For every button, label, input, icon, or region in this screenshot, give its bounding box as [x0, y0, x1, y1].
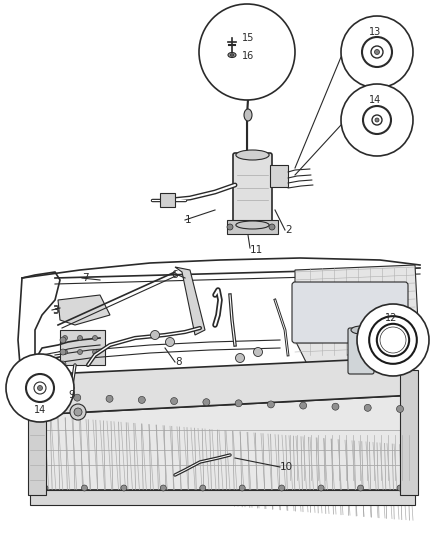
Polygon shape [30, 490, 415, 505]
Circle shape [42, 393, 49, 400]
Text: 8: 8 [175, 357, 182, 367]
Circle shape [92, 350, 98, 354]
Ellipse shape [228, 52, 236, 58]
Circle shape [396, 406, 403, 413]
Circle shape [74, 408, 82, 416]
Polygon shape [175, 267, 205, 335]
Bar [270, 165, 288, 187]
Circle shape [341, 16, 413, 88]
Polygon shape [30, 358, 415, 415]
Ellipse shape [230, 54, 234, 56]
Circle shape [138, 397, 145, 403]
Circle shape [6, 354, 74, 422]
Ellipse shape [236, 221, 269, 229]
Text: 10: 10 [280, 462, 293, 472]
Polygon shape [58, 295, 110, 325]
Text: 16: 16 [242, 51, 254, 61]
Text: 15: 15 [242, 33, 254, 43]
Circle shape [151, 330, 159, 340]
Circle shape [121, 485, 127, 491]
Ellipse shape [244, 109, 252, 121]
Bar [227, 220, 278, 234]
Text: 12: 12 [385, 313, 397, 323]
Circle shape [235, 400, 242, 407]
Circle shape [254, 348, 262, 357]
Ellipse shape [236, 150, 269, 160]
Circle shape [269, 224, 275, 230]
Circle shape [200, 485, 206, 491]
Circle shape [160, 485, 166, 491]
Circle shape [63, 350, 67, 354]
Circle shape [268, 401, 275, 408]
Text: 14: 14 [34, 405, 46, 415]
Circle shape [92, 335, 98, 341]
Text: 7: 7 [82, 273, 88, 283]
Circle shape [60, 337, 66, 343]
Circle shape [78, 350, 82, 354]
Circle shape [170, 398, 177, 405]
Text: 3: 3 [52, 306, 59, 316]
Bar [60, 330, 105, 365]
FancyBboxPatch shape [233, 153, 272, 227]
Text: 9: 9 [68, 390, 74, 400]
Ellipse shape [351, 326, 371, 334]
Circle shape [60, 349, 66, 355]
Bar [28, 380, 46, 495]
Circle shape [81, 485, 88, 491]
Circle shape [318, 485, 324, 491]
FancyBboxPatch shape [292, 282, 408, 343]
Bar [160, 193, 175, 207]
Polygon shape [295, 265, 420, 370]
FancyBboxPatch shape [348, 328, 374, 374]
Circle shape [106, 395, 113, 402]
Circle shape [364, 405, 371, 411]
Circle shape [239, 485, 245, 491]
Circle shape [60, 361, 66, 367]
Circle shape [42, 485, 48, 491]
Ellipse shape [375, 118, 379, 122]
Text: 14: 14 [369, 95, 381, 105]
Circle shape [63, 335, 67, 341]
Circle shape [341, 84, 413, 156]
Circle shape [397, 485, 403, 491]
Circle shape [70, 404, 86, 420]
Ellipse shape [374, 50, 379, 54]
Text: 6: 6 [171, 270, 178, 280]
Text: 11: 11 [250, 245, 263, 255]
Circle shape [357, 485, 364, 491]
Circle shape [357, 304, 429, 376]
Circle shape [166, 337, 174, 346]
Circle shape [227, 224, 233, 230]
Text: 2: 2 [285, 225, 292, 235]
Circle shape [74, 394, 81, 401]
Polygon shape [30, 395, 415, 490]
Ellipse shape [38, 385, 42, 391]
Text: 3: 3 [52, 305, 59, 315]
Bar [400, 370, 418, 495]
Circle shape [279, 485, 285, 491]
Circle shape [199, 4, 295, 100]
Circle shape [300, 402, 307, 409]
Text: 1: 1 [185, 215, 192, 225]
Circle shape [203, 399, 210, 406]
Circle shape [332, 403, 339, 410]
Circle shape [236, 353, 244, 362]
Text: 13: 13 [369, 27, 381, 37]
Circle shape [78, 335, 82, 341]
